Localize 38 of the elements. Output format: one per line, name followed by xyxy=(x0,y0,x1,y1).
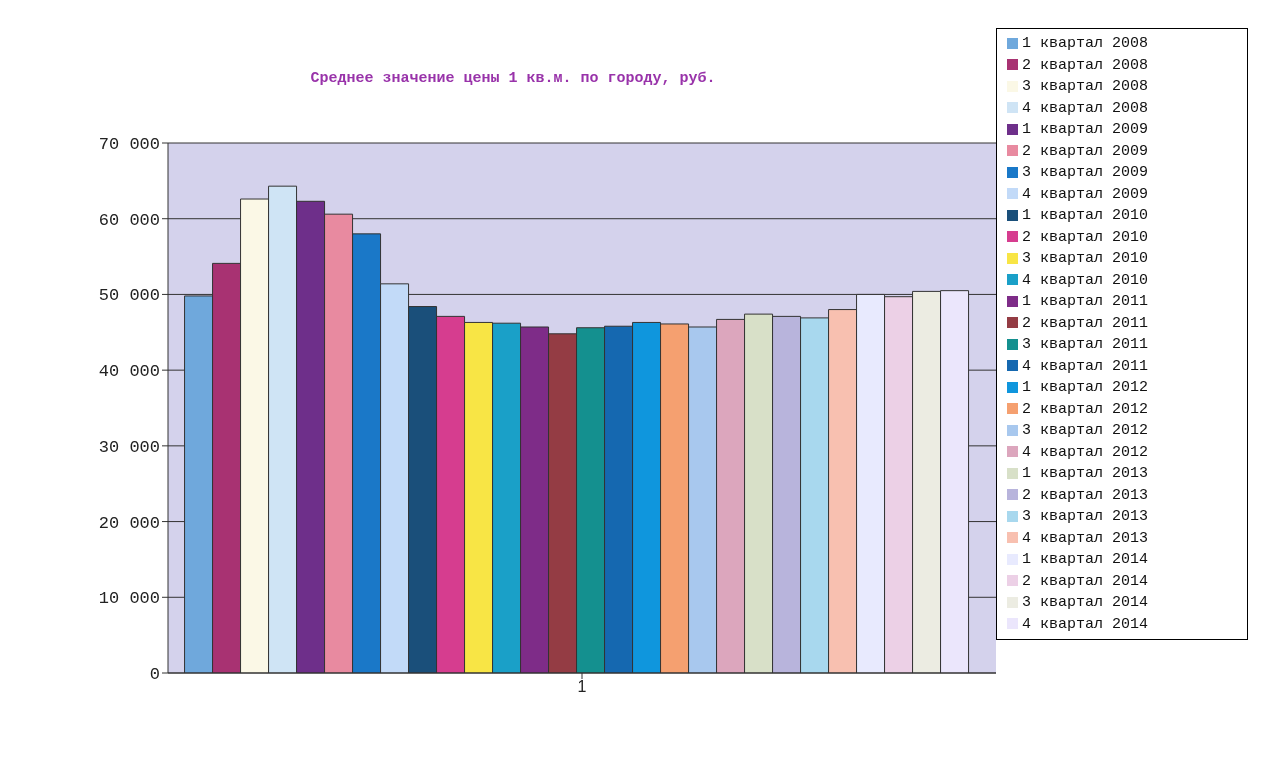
legend-label: 2 квартал 2010 xyxy=(1022,228,1149,246)
y-tick-label: 40 000 xyxy=(98,362,160,382)
legend-label: 4 квартал 2009 xyxy=(1022,185,1149,203)
y-tick-label: 60 000 xyxy=(98,210,160,230)
legend-label: 1 квартал 2013 xyxy=(1022,465,1149,482)
legend-label: 1 квартал 2010 xyxy=(1022,207,1149,224)
legend-label: 2 квартал 2013 xyxy=(1022,486,1149,504)
legend-label: 3 квартал 2014 xyxy=(1022,594,1149,611)
y-tick-label: 10 000 xyxy=(98,589,160,609)
y-tick-label: 70 000 xyxy=(98,135,160,155)
legend-label: 4 квартал 2013 xyxy=(1022,529,1149,547)
legend-label: 1 квартал 2008 xyxy=(1022,35,1149,52)
legend-label: 2 квартал 2014 xyxy=(1022,572,1149,590)
legend-label: 4 квартал 2010 xyxy=(1022,271,1149,289)
legend-label: 3 квартал 2013 xyxy=(1022,508,1149,525)
legend-label: 1 квартал 2014 xyxy=(1022,551,1149,568)
legend-label: 3 квартал 2012 xyxy=(1022,422,1149,439)
legend-label: 1 квартал 2011 xyxy=(1022,293,1149,310)
y-tick-label: 0 xyxy=(149,665,160,685)
legend-label: 3 квартал 2010 xyxy=(1022,250,1149,267)
chart-title: Среднее значение цены 1 кв.м. по городу, руб. xyxy=(309,70,717,87)
legend-label: 2 квартал 2009 xyxy=(1022,142,1149,160)
legend-label: 3 квартал 2011 xyxy=(1022,336,1149,353)
legend-label: 1 квартал 2009 xyxy=(1022,121,1149,138)
y-tick-label: 20 000 xyxy=(98,513,160,533)
y-tick-label: 30 000 xyxy=(98,437,160,457)
legend-label: 4 квартал 2008 xyxy=(1022,99,1149,117)
legend-label: 3 квартал 2008 xyxy=(1022,78,1149,95)
legend-label: 2 квартал 2008 xyxy=(1022,56,1149,74)
legend-label: 2 квартал 2011 xyxy=(1022,314,1149,332)
legend-label: 2 квартал 2012 xyxy=(1022,400,1149,418)
y-tick-label: 50 000 xyxy=(98,286,160,306)
x-tick-label: 1 xyxy=(577,678,587,696)
legend-label: 3 квартал 2009 xyxy=(1022,164,1149,181)
legend-label: 1 квартал 2012 xyxy=(1022,379,1149,396)
legend-label: 4 квартал 2014 xyxy=(1022,615,1149,633)
legend-label: 4 квартал 2011 xyxy=(1022,357,1149,375)
legend-label: 4 квартал 2012 xyxy=(1022,443,1149,461)
